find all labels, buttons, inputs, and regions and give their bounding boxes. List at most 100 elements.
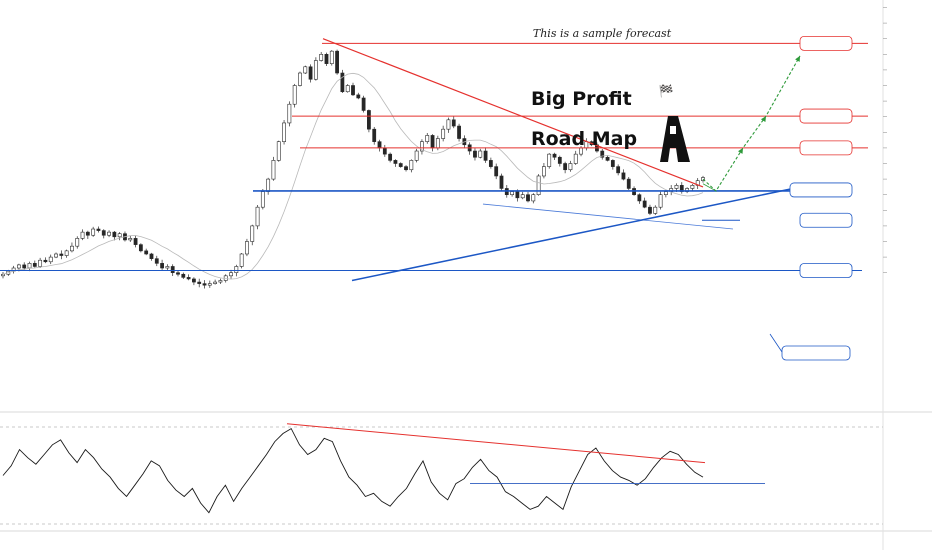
candle-body <box>473 150 477 158</box>
candle-body <box>345 85 350 93</box>
candle-body <box>542 166 546 177</box>
sl-pointer <box>769 333 783 353</box>
candle-body <box>642 200 647 208</box>
candle-body <box>616 166 621 174</box>
callout-box <box>781 345 851 361</box>
candle-body <box>133 238 138 245</box>
candle-body <box>404 166 408 171</box>
candle-body <box>276 141 281 161</box>
candle-body <box>85 231 90 236</box>
candle-body <box>160 263 164 269</box>
candle-body <box>367 110 371 130</box>
candle-body <box>382 147 387 155</box>
descending-trendline <box>322 38 704 188</box>
candle-body <box>499 175 504 189</box>
candle-body <box>690 185 695 189</box>
candle-body <box>494 166 499 177</box>
candle-body <box>610 160 615 167</box>
candle-body <box>658 194 663 208</box>
candle-body <box>446 119 451 130</box>
candle-body <box>22 264 27 269</box>
candle-body <box>674 185 679 189</box>
callout-box <box>799 140 853 156</box>
candle-body <box>324 53 329 64</box>
candle-body <box>377 141 382 149</box>
candle-body <box>457 125 461 139</box>
rsi-divergence-line <box>286 423 706 464</box>
candle-body <box>430 135 435 149</box>
s2-trend-line <box>482 203 734 230</box>
candle-body <box>515 191 520 199</box>
candle-body <box>335 50 339 74</box>
candle-body <box>573 153 578 164</box>
candle-body <box>128 238 133 241</box>
candle-body <box>149 253 154 259</box>
candle-body <box>298 72 302 86</box>
candle-body <box>568 163 573 171</box>
callout-box <box>799 35 853 51</box>
candle-body <box>319 53 324 61</box>
candle-body <box>626 178 631 189</box>
candle-body <box>245 241 249 255</box>
candle-body <box>303 66 308 74</box>
candle-body <box>170 266 175 273</box>
candle-body <box>531 194 536 202</box>
candle-body <box>478 150 483 158</box>
candle-body <box>282 122 286 142</box>
candle-body <box>313 60 318 80</box>
candle-body <box>557 156 562 164</box>
candle-body <box>483 150 488 161</box>
candle-body <box>340 72 345 93</box>
candle-body <box>229 272 233 277</box>
candle-body <box>64 250 69 256</box>
candle-body <box>1 273 5 277</box>
projection-arrowhead <box>795 55 800 62</box>
candle-body <box>351 85 355 96</box>
candle-body <box>372 128 377 142</box>
candle-body <box>520 194 525 199</box>
candle-body <box>80 231 85 239</box>
callout-box <box>799 212 853 228</box>
candle-body <box>398 163 403 167</box>
projection-arrowhead <box>738 147 743 154</box>
candle-body <box>218 280 223 283</box>
candle-body <box>361 97 366 111</box>
candle-body <box>425 135 430 142</box>
candle-body <box>621 172 626 180</box>
candle-body <box>202 283 207 286</box>
candle-body <box>393 160 398 164</box>
headline-line-2: Road Map <box>531 128 637 150</box>
chart-title: This is a sample forecast <box>533 27 672 40</box>
candle-body <box>165 266 170 269</box>
candle-body <box>192 278 196 283</box>
callout-box <box>799 108 853 124</box>
candle-body <box>510 191 514 196</box>
candle-body <box>239 253 244 267</box>
candle-body <box>154 258 159 264</box>
rsi-line <box>2 427 704 514</box>
candle-body <box>17 264 21 269</box>
candle-body <box>563 163 568 171</box>
candle-body <box>255 206 260 227</box>
checkered-flag-icon: 🏁 <box>659 84 674 98</box>
candle-body <box>605 156 610 161</box>
candle-body <box>112 231 117 238</box>
candle-body <box>653 206 658 214</box>
candle-body <box>552 153 557 158</box>
candle-body <box>329 50 334 64</box>
candle-body <box>637 194 642 202</box>
headline-line-1: Big Profit <box>531 88 632 110</box>
projection-arrowhead <box>760 116 766 122</box>
candle-body <box>70 245 74 252</box>
candle-body <box>213 281 218 284</box>
candle-body <box>48 256 53 263</box>
candle-body <box>91 228 96 236</box>
candle-body <box>526 194 530 202</box>
candle-body <box>54 253 58 258</box>
candle-body <box>234 266 239 273</box>
candle-body <box>207 283 212 286</box>
candle-body <box>420 141 424 152</box>
candle-body <box>287 103 292 124</box>
